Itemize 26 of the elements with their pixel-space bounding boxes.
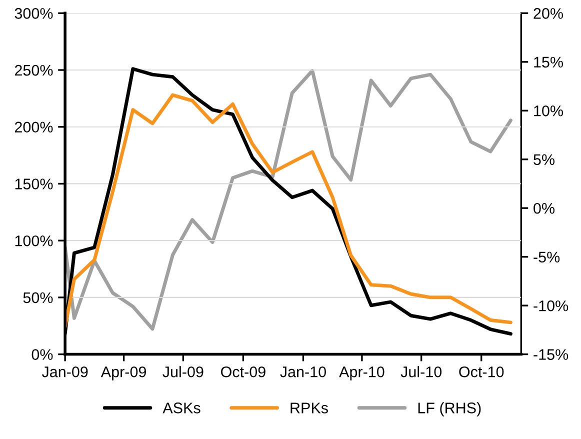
y-tick-label: 300% (14, 8, 53, 19)
y-tick-label: 0% (32, 349, 53, 360)
x-tick-label: Jul-09 (162, 366, 204, 378)
x-tick-label: Oct-09 (221, 366, 266, 378)
x-tick-label: Jul-10 (400, 366, 442, 378)
y2-tick-label: 5% (534, 154, 554, 166)
y2-tick-label: -5% (534, 252, 560, 262)
legend-label: LF (RHS) (418, 402, 481, 416)
y-tick-label: 250% (14, 64, 53, 76)
y-tick-label: 50% (23, 292, 53, 304)
legend-label: RPKs (290, 402, 328, 414)
x-tick-label: Oct-10 (459, 366, 504, 378)
y2-tick-label: 10% (534, 105, 563, 116)
y-tick-label: 100% (15, 235, 53, 246)
x-tick-label: Apr-10 (339, 366, 384, 380)
y2-tick-label: -15% (534, 349, 568, 360)
x-tick-label: Jan-10 (280, 366, 326, 378)
y2-tick-label: 20% (534, 8, 563, 19)
y2-tick-label: 15% (534, 56, 563, 68)
x-tick-label: Apr-09 (100, 366, 146, 380)
y-tick-label: 150% (15, 178, 53, 190)
y2-tick-label: 0% (534, 202, 554, 214)
y-tick-label: 200% (14, 122, 53, 133)
x-tick-label: Jan-09 (42, 366, 88, 378)
y2-tick-label: -10% (534, 300, 568, 312)
legend-label: ASKs (162, 402, 200, 414)
